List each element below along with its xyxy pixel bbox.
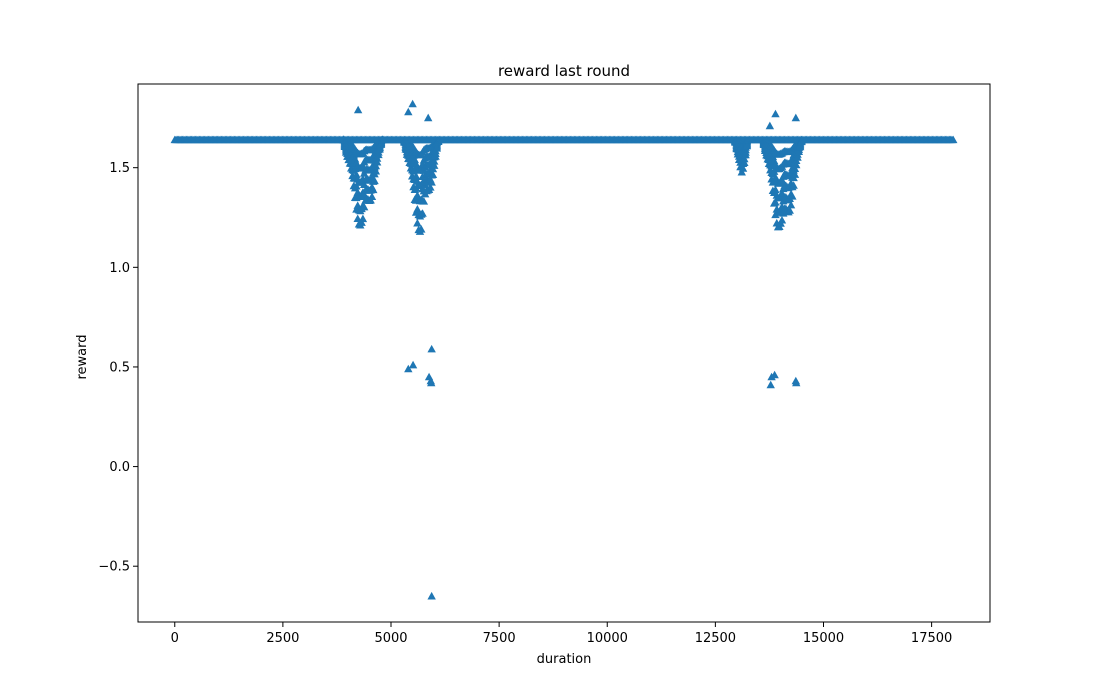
data-point [793, 153, 802, 161]
x-tick-label: 0 [171, 631, 179, 646]
data-point [413, 191, 422, 199]
x-axis-label: duration [537, 652, 592, 667]
x-tick-label: 2500 [266, 631, 299, 646]
data-point [771, 198, 780, 206]
data-point [790, 164, 800, 173]
data-point [788, 192, 797, 200]
data-point [427, 178, 436, 186]
outlier-point [353, 105, 363, 114]
outlier-point [427, 591, 436, 600]
data-point [432, 144, 442, 152]
data-point [375, 144, 384, 153]
data-point [795, 142, 805, 151]
data-point [367, 192, 377, 200]
data-point [411, 171, 421, 180]
data-point [352, 170, 361, 178]
outlier-point [423, 113, 433, 122]
outlier-point [792, 378, 801, 387]
data-point [792, 160, 801, 169]
data-point [742, 141, 752, 150]
y-axis: −0.5 0.0 0.5 1.0 1.5 [98, 161, 138, 575]
plot-frame [137, 83, 991, 623]
data-point [785, 206, 794, 214]
data-point [738, 164, 748, 172]
x-tick-label: 12500 [695, 631, 736, 646]
data-point [370, 176, 379, 185]
outlier-point [427, 378, 436, 387]
data-point [777, 215, 787, 224]
y-tick-label: −0.5 [98, 560, 130, 575]
outlier-point [427, 344, 436, 353]
data-point [428, 170, 438, 179]
data-point [426, 183, 435, 191]
data-point [949, 135, 958, 144]
chart-title: reward last round [498, 62, 630, 80]
data-point [769, 167, 779, 175]
data-point [371, 166, 381, 175]
data-point [431, 152, 440, 160]
outlier-point [408, 99, 417, 108]
data-point [376, 140, 386, 148]
data-point [418, 209, 427, 217]
data-point [771, 185, 780, 194]
outlier-point [404, 364, 413, 373]
outlier-point [404, 107, 413, 116]
data-point [374, 150, 383, 159]
x-tick-label: 17500 [911, 631, 952, 646]
data-point [786, 200, 796, 209]
x-tick-label: 7500 [483, 631, 516, 646]
data-point [413, 205, 422, 213]
plot-marks [170, 99, 958, 600]
data-point [737, 167, 746, 176]
data-point [794, 147, 804, 156]
x-tick-label: 10000 [587, 631, 628, 646]
data-point [357, 218, 366, 226]
data-point [430, 161, 439, 169]
data-point [417, 225, 426, 233]
data-point [740, 158, 749, 167]
data-point [410, 155, 419, 164]
data-point [419, 197, 429, 205]
data-point [413, 218, 422, 227]
data-point [358, 214, 368, 223]
y-tick-label: 1.5 [109, 161, 130, 176]
outlier-point [771, 109, 780, 118]
data-point [430, 157, 439, 165]
x-tick-label: 15000 [803, 631, 844, 646]
y-tick-label: 0.5 [109, 360, 130, 375]
y-tick-label: 1.0 [109, 261, 130, 276]
data-point [790, 170, 800, 178]
data-point [789, 181, 798, 189]
outlier-point [791, 113, 801, 122]
data-point [741, 150, 750, 159]
outlier-point [408, 360, 418, 369]
data-point [369, 185, 378, 194]
outlier-point [766, 380, 775, 389]
outlier-point [765, 121, 775, 130]
x-axis: 0 2500 5000 7500 10000 12500 15000 17500 [171, 622, 952, 646]
data-point [359, 202, 369, 211]
data-point [372, 157, 382, 166]
outlier-point [770, 370, 779, 379]
x-tick-label: 5000 [374, 631, 407, 646]
y-axis-label: reward [75, 334, 90, 379]
y-tick-label: 0.0 [109, 460, 130, 475]
data-point [740, 154, 749, 163]
